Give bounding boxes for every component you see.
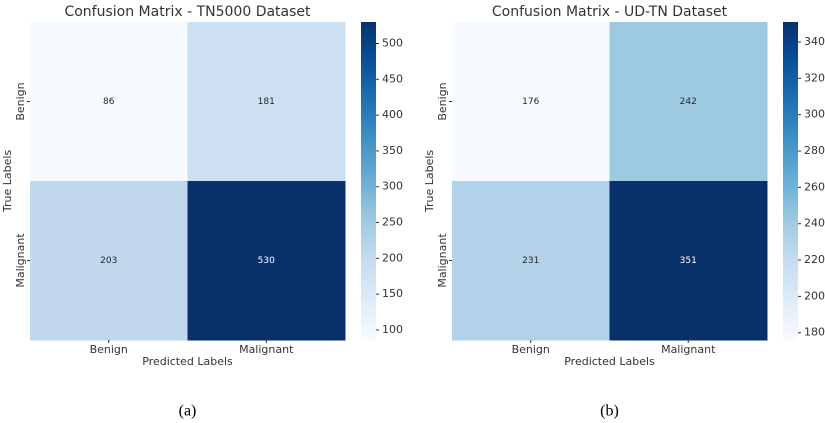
colorbar-tick-label: 220 [804,253,825,266]
heatmap-cell [30,181,188,341]
colorbar-tick-label: 200 [382,251,403,264]
x-tick-label: Malignant [661,343,716,356]
cell-label: 176 [522,97,539,107]
colorbar-tick-label: 180 [804,326,825,339]
x-axis-label: Predicted Labels [142,355,233,368]
x-tick-label: Malignant [239,343,294,356]
cell-label: 203 [100,256,117,266]
heatmap-cell [452,181,610,341]
colorbar-tick-label: 340 [804,35,825,48]
colorbar-tick-label: 350 [382,144,403,157]
y-tick-label: Benign [436,82,449,120]
y-axis-label: True Labels [423,150,436,214]
x-axis-label: Predicted Labels [564,355,655,368]
colorbar-tick-label: 500 [382,36,403,49]
colorbar-tick-label: 260 [804,180,825,193]
colorbar-tick-label: 300 [382,180,403,193]
y-tick-label: Malignant [436,233,449,288]
chart-title: Confusion Matrix - TN5000 Dataset [64,4,311,20]
x-tick-label: Benign [512,343,550,356]
y-tick-label: Benign [14,82,27,120]
colorbar [361,22,376,340]
colorbar-tick-label: 450 [382,72,403,85]
heatmap-cell [609,22,768,182]
cell-label: 231 [522,256,539,266]
caption: (a) [179,403,197,420]
cell-label: 242 [680,97,697,107]
colorbar-tick-label: 280 [804,144,825,157]
heatmap-cell [609,181,768,341]
colorbar-tick-label: 150 [382,287,403,300]
heatmap-cell [30,22,188,182]
colorbar [783,22,798,340]
heatmap-cell [187,181,346,341]
chart-title: Confusion Matrix - UD-TN Dataset [492,4,728,20]
heatmap-cell [452,22,610,182]
cell-label: 530 [258,256,275,266]
y-axis-label: True Labels [1,150,14,214]
cell-label: 86 [103,97,115,107]
colorbar-tick-label: 250 [382,216,403,229]
y-tick-label: Malignant [14,233,27,288]
colorbar-tick-label: 100 [382,323,403,336]
caption: (b) [600,403,619,420]
x-tick-label: Benign [90,343,128,356]
colorbar-tick-label: 200 [804,289,825,302]
colorbar-tick-label: 240 [804,217,825,230]
cell-label: 351 [680,256,697,266]
cell-label: 181 [258,97,275,107]
colorbar-tick-label: 300 [804,108,825,121]
colorbar-tick-label: 400 [382,108,403,121]
heatmap-cell [187,22,346,182]
colorbar-tick-label: 320 [804,71,825,84]
